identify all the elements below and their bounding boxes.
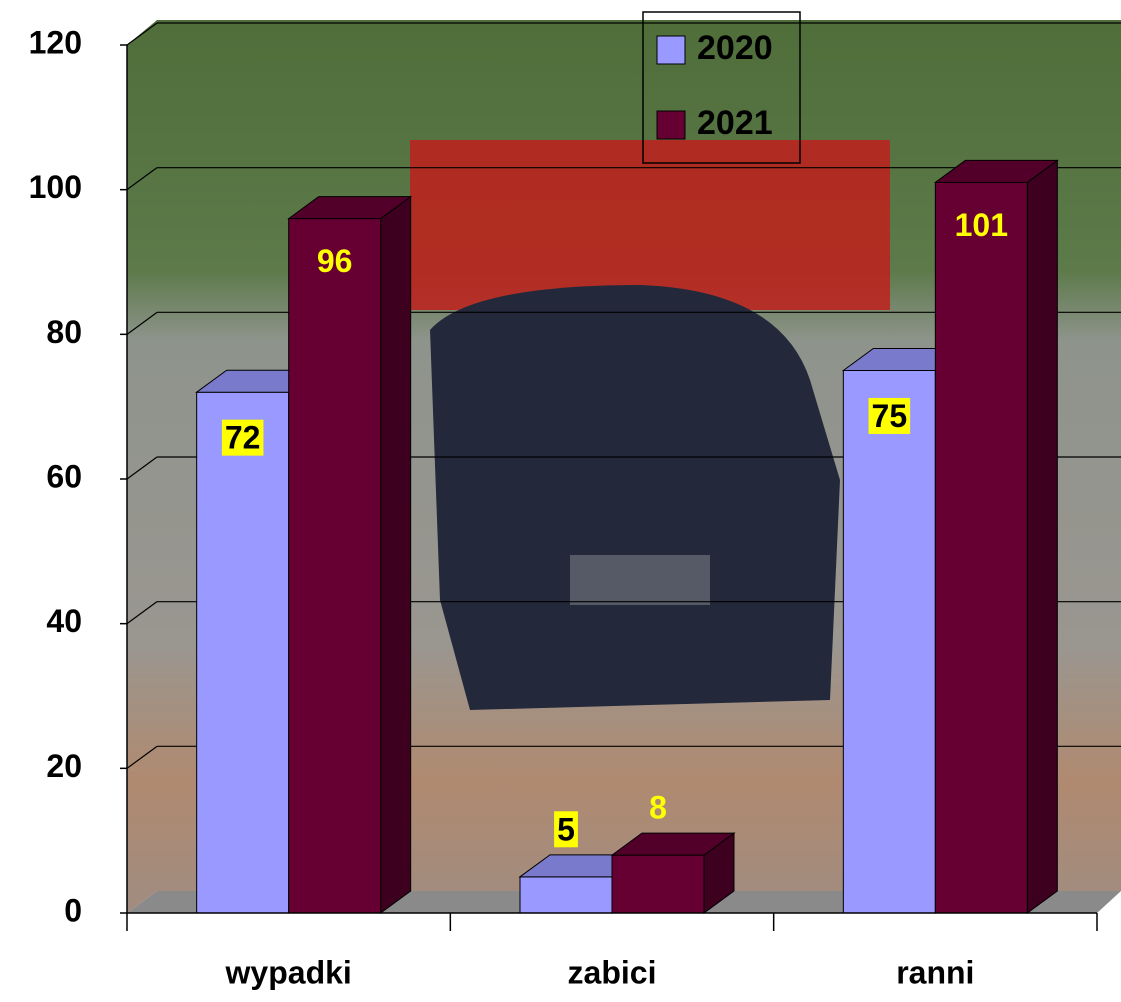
y-tick-label: 120	[29, 24, 82, 60]
chart: 0 20 40 60 80 100 120 wypadki zabici ranni 72 5 75 20…	[0, 0, 1121, 997]
bar	[612, 855, 704, 913]
bar	[197, 392, 289, 913]
photo-truck	[410, 140, 890, 310]
legend-label: 2021	[697, 104, 773, 142]
bar	[935, 182, 1027, 913]
legend-swatch	[657, 36, 685, 64]
photo-grille	[570, 555, 710, 605]
x-tick-label: ranni	[896, 954, 974, 990]
bar-side	[381, 197, 411, 913]
y-tick-label: 100	[29, 169, 82, 205]
value-label: 96	[317, 243, 353, 279]
x-tick-label: wypadki	[225, 954, 352, 990]
y-tick-label: 80	[46, 314, 82, 350]
y-tick-label: 40	[46, 603, 82, 639]
bar	[520, 877, 612, 913]
value-label: 75	[872, 398, 908, 434]
x-tick-label: zabici	[568, 954, 657, 990]
legend-label: 2020	[697, 29, 773, 67]
bar-side	[1027, 160, 1057, 913]
value-label: 8	[649, 790, 667, 826]
bar	[289, 219, 381, 913]
legend-swatch	[657, 111, 685, 139]
value-label: 101	[955, 207, 1008, 243]
photo-car	[430, 285, 840, 710]
y-tick-label: 60	[46, 458, 82, 494]
y-tick-label: 20	[46, 748, 82, 784]
y-tick-label: 0	[64, 892, 82, 928]
value-label: 72	[225, 420, 261, 456]
value-label: 5	[557, 811, 575, 847]
bar	[843, 371, 935, 914]
